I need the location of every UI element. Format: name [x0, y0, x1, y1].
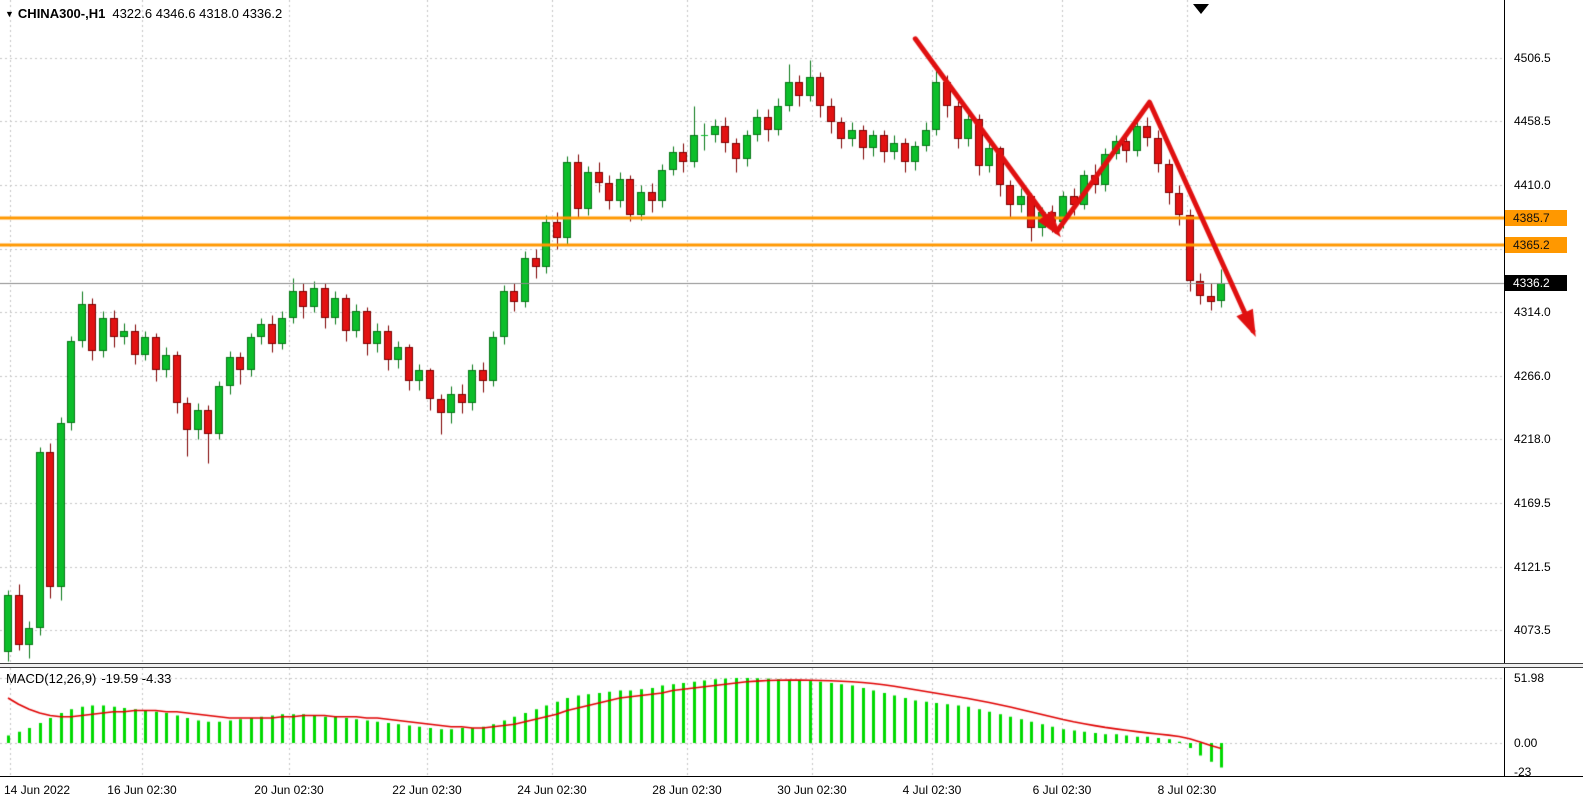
time-tick-label: 6 Jul 02:30: [1032, 783, 1092, 797]
time-tick-label: 20 Jun 02:30: [254, 783, 324, 797]
price-tick-label: 4266.0: [1514, 368, 1551, 383]
pane-splitter[interactable]: [0, 663, 1583, 668]
time-tick-label: 30 Jun 02:30: [777, 783, 847, 797]
price-scale[interactable]: 4506.5 4458.5 4410.0 4314.0 4266.0 4218.0 4169…: [1505, 0, 1583, 663]
macd-indicator-label: MACD(12,26,9): [6, 671, 97, 686]
macd-scale[interactable]: 51.98 0.00 -23: [1505, 668, 1583, 779]
price-tick-label: 4218.0: [1514, 432, 1551, 447]
price-tick-label: 4314.0: [1514, 305, 1551, 320]
time-tick-label: 16 Jun 02:30: [107, 783, 177, 797]
price-tick-label: 4121.5: [1514, 559, 1551, 574]
current-price-badge: 4336.2: [1505, 274, 1567, 291]
time-tick-label: 4 Jul 02:30: [902, 783, 962, 797]
price-tick-label: 4169.5: [1514, 496, 1551, 511]
symbol-title: CHINA300-,H1: [17, 6, 106, 21]
time-tick-label: 22 Jun 02:30: [392, 783, 462, 797]
time-tick-label: 28 Jun 02:30: [652, 783, 722, 797]
hline-price-badge: 4365.2: [1505, 236, 1567, 253]
main-chart-canvas[interactable]: [0, 0, 1504, 663]
macd-indicator-values: -19.59 -4.33: [101, 671, 172, 686]
price-tick-label: 4506.5: [1514, 51, 1551, 65]
price-tick-label: 4073.5: [1514, 622, 1551, 637]
price-tick-label: 4458.5: [1514, 114, 1551, 129]
price-scale-divider: [1504, 0, 1505, 776]
ohlc-header: ▼ CHINA300-,H1 4322.6 4346.6 4318.0 4336.2: [5, 6, 282, 21]
macd-tick-label: 51.98: [1514, 670, 1545, 685]
symbol-dropdown-icon[interactable]: ▼: [5, 9, 14, 19]
time-scale[interactable]: 14 Jun 2022 16 Jun 02:30 20 Jun 02:30 22 Ju…: [0, 776, 1583, 811]
ohlc-values: 4322.6 4346.6 4318.0 4336.2: [112, 6, 283, 21]
time-tick-label: 14 Jun 2022: [4, 783, 71, 797]
time-tick-label: 24 Jun 02:30: [517, 783, 587, 797]
macd-tick-label: -23: [1514, 764, 1532, 779]
macd-chart-canvas[interactable]: [0, 668, 1504, 776]
macd-tick-label: 0.00: [1514, 736, 1538, 750]
chart-shift-marker-icon[interactable]: [1193, 4, 1209, 14]
macd-header: MACD(12,26,9) -19.59 -4.33: [6, 671, 171, 686]
hline-price-badge: 4385.7: [1505, 209, 1567, 226]
time-tick-label: 8 Jul 02:30: [1157, 783, 1217, 797]
price-tick-label: 4410.0: [1514, 178, 1551, 193]
